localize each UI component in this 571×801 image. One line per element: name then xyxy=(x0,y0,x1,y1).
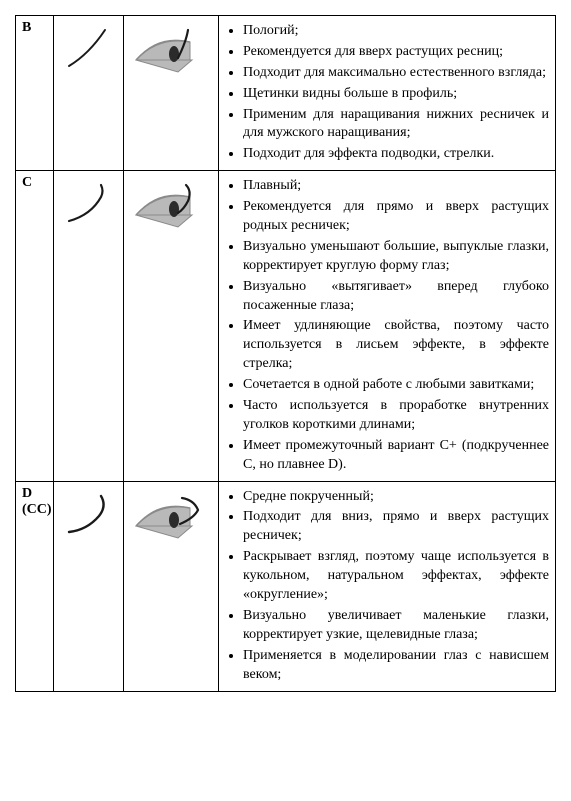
curl-shape-icon xyxy=(61,490,117,538)
description-cell: Средне покрученный;Подходит для вниз, пр… xyxy=(219,481,556,691)
description-item: Имеет промежуточный вариант C+ (подкруче… xyxy=(243,437,549,475)
curl-shape-cell xyxy=(54,171,124,481)
description-item: Визуально «вытягивает» вперед глубоко по… xyxy=(243,278,549,316)
description-item: Подходит для эффекта подводки, стрелки. xyxy=(243,145,549,164)
curl-table: B Пологий; Рекомендуется для вверх растущ… xyxy=(15,15,556,692)
table-row: D (CC) Средне покрученный;Подходит для в… xyxy=(16,481,556,691)
table-row: B Пологий; Рекомендуется для вверх растущ… xyxy=(16,16,556,171)
eye-illustration-icon xyxy=(130,24,212,80)
eye-illustration-icon xyxy=(130,179,212,235)
curl-shape-icon xyxy=(61,24,117,72)
description-list: Средне покрученный;Подходит для вниз, пр… xyxy=(225,488,549,685)
description-item: Применяется в моделировании глаз с навис… xyxy=(243,647,549,685)
table-row: C Плавный; Рекомендуется для прямо и ввер… xyxy=(16,171,556,481)
description-cell: Плавный; Рекомендуется для прямо и вверх … xyxy=(219,171,556,481)
description-item: Подходит для вниз, прямо и вверх растущи… xyxy=(243,508,549,546)
description-cell: Пологий; Рекомендуется для вверх растущих… xyxy=(219,16,556,171)
eye-illustration-cell xyxy=(124,481,219,691)
description-item: Раскрывает взгляд, поэтому чаще использу… xyxy=(243,548,549,605)
description-item: Средне покрученный; xyxy=(243,488,549,507)
description-list: Пологий; Рекомендуется для вверх растущих… xyxy=(225,22,549,164)
description-item: Визуально увеличивает маленькие глазки, … xyxy=(243,607,549,645)
description-item: Пологий; xyxy=(243,22,549,41)
curl-shape-cell xyxy=(54,16,124,171)
description-item: Плавный; xyxy=(243,177,549,196)
curl-label: B xyxy=(16,16,54,171)
description-item: Часто используется в проработке внутренн… xyxy=(243,397,549,435)
description-item: Сочетается в одной работе с любыми завит… xyxy=(243,376,549,395)
description-item: Имеет удлиняющие свойства, поэтому часто… xyxy=(243,317,549,374)
description-item: Применим для наращивания нижних ресничек… xyxy=(243,106,549,144)
description-item: Щетинки видны больше в профиль; xyxy=(243,85,549,104)
description-item: Подходит для максимально естественного в… xyxy=(243,64,549,83)
curl-label: D (CC) xyxy=(16,481,54,691)
description-list: Плавный; Рекомендуется для прямо и вверх … xyxy=(225,177,549,474)
eye-illustration-icon xyxy=(130,490,212,546)
curl-shape-icon xyxy=(61,179,117,227)
curl-label: C xyxy=(16,171,54,481)
description-item: Визуально уменьшают большие, выпуклые гл… xyxy=(243,238,549,276)
eye-illustration-cell xyxy=(124,171,219,481)
description-item: Рекомендуется для прямо и вверх растущих… xyxy=(243,198,549,236)
eye-illustration-cell xyxy=(124,16,219,171)
description-item: Рекомендуется для вверх растущих ресниц; xyxy=(243,43,549,62)
curl-shape-cell xyxy=(54,481,124,691)
